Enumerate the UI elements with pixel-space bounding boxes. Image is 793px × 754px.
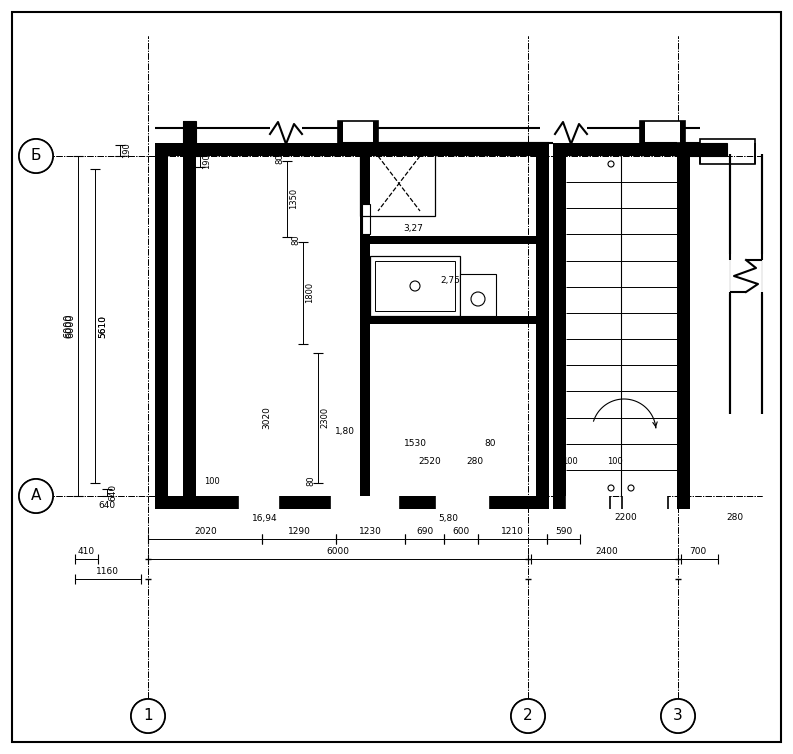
Circle shape	[471, 292, 485, 306]
Text: 690: 690	[416, 526, 434, 535]
Text: 5610: 5610	[98, 314, 108, 338]
Bar	[677, 143, 727, 156]
Text: 1230: 1230	[359, 526, 382, 535]
Bar	[338, 121, 343, 143]
Text: А: А	[31, 489, 41, 504]
Bar	[183, 121, 196, 143]
Text: 100: 100	[607, 456, 623, 465]
Bar	[238, 496, 280, 509]
Text: 1: 1	[144, 709, 153, 724]
Text: 80: 80	[275, 153, 285, 164]
Text: 2200: 2200	[615, 513, 638, 523]
Text: 190: 190	[202, 154, 212, 169]
Bar	[360, 236, 536, 244]
Bar	[338, 121, 378, 143]
Text: 2020: 2020	[193, 526, 216, 535]
Text: 280: 280	[726, 513, 744, 523]
Bar	[536, 143, 549, 509]
Bar	[183, 121, 196, 143]
Text: 1800: 1800	[305, 282, 315, 303]
Bar	[553, 143, 566, 509]
Circle shape	[19, 139, 53, 173]
Bar	[370, 256, 460, 316]
Text: 16,94: 16,94	[252, 513, 278, 523]
Text: 2,75: 2,75	[440, 277, 460, 286]
Bar	[700, 139, 755, 164]
Circle shape	[131, 699, 165, 733]
Text: 410: 410	[78, 547, 95, 556]
Text: 2300: 2300	[320, 407, 330, 428]
Bar	[622, 496, 668, 509]
Text: 280: 280	[466, 456, 484, 465]
Bar	[360, 154, 435, 216]
Text: 1290: 1290	[288, 526, 311, 535]
Circle shape	[608, 485, 614, 491]
Text: 3: 3	[673, 709, 683, 724]
Text: 2: 2	[523, 709, 533, 724]
Text: 700: 700	[689, 547, 707, 556]
Text: 80: 80	[292, 234, 301, 244]
Bar	[360, 156, 370, 496]
Text: 100: 100	[204, 477, 220, 486]
Circle shape	[19, 479, 53, 513]
Bar	[680, 121, 685, 143]
Text: 1: 1	[144, 709, 153, 724]
Text: 3,27: 3,27	[403, 223, 423, 232]
Text: 3: 3	[673, 709, 683, 724]
Text: 640: 640	[109, 484, 117, 501]
Bar	[373, 121, 378, 143]
Text: 190: 190	[122, 143, 132, 158]
Bar	[155, 143, 168, 509]
Bar	[435, 496, 490, 509]
Bar	[155, 496, 549, 509]
Bar	[553, 143, 690, 156]
Bar	[640, 121, 685, 143]
Bar	[677, 143, 727, 156]
Circle shape	[19, 139, 53, 173]
Text: 2520: 2520	[419, 456, 442, 465]
Text: 600: 600	[453, 526, 470, 535]
Circle shape	[661, 699, 695, 733]
Bar	[360, 316, 536, 324]
Text: 1210: 1210	[501, 526, 524, 535]
Text: 5,80: 5,80	[438, 513, 458, 523]
Text: 1,80: 1,80	[335, 428, 355, 437]
Text: 2400: 2400	[595, 547, 618, 556]
Circle shape	[608, 161, 614, 167]
Text: А: А	[31, 489, 41, 504]
Circle shape	[131, 699, 165, 733]
Bar	[330, 496, 400, 509]
Bar	[565, 496, 610, 509]
Circle shape	[628, 485, 634, 491]
Text: 80: 80	[307, 476, 316, 486]
Text: 1530: 1530	[404, 440, 427, 449]
Text: Б: Б	[31, 149, 41, 164]
Bar	[183, 143, 196, 509]
Circle shape	[19, 479, 53, 513]
Text: 6000: 6000	[327, 547, 350, 556]
Text: 6000: 6000	[65, 314, 75, 339]
Text: 3020: 3020	[262, 406, 271, 429]
Bar	[362, 204, 370, 234]
Text: 80: 80	[485, 440, 496, 449]
Circle shape	[511, 699, 545, 733]
Bar	[640, 121, 645, 143]
Text: 5610: 5610	[98, 314, 108, 338]
Bar	[155, 143, 549, 156]
Bar	[375, 261, 455, 311]
Text: 2: 2	[523, 709, 533, 724]
Circle shape	[511, 699, 545, 733]
Text: Б: Б	[31, 149, 41, 164]
Text: 6000: 6000	[63, 314, 73, 339]
Text: 590: 590	[555, 526, 573, 535]
Circle shape	[410, 281, 420, 291]
Text: 1350: 1350	[289, 188, 298, 210]
Text: 100: 100	[562, 456, 578, 465]
Text: 1160: 1160	[97, 566, 120, 575]
Bar	[460, 274, 496, 316]
Text: 640: 640	[98, 501, 116, 510]
Bar	[677, 143, 690, 509]
Circle shape	[661, 699, 695, 733]
